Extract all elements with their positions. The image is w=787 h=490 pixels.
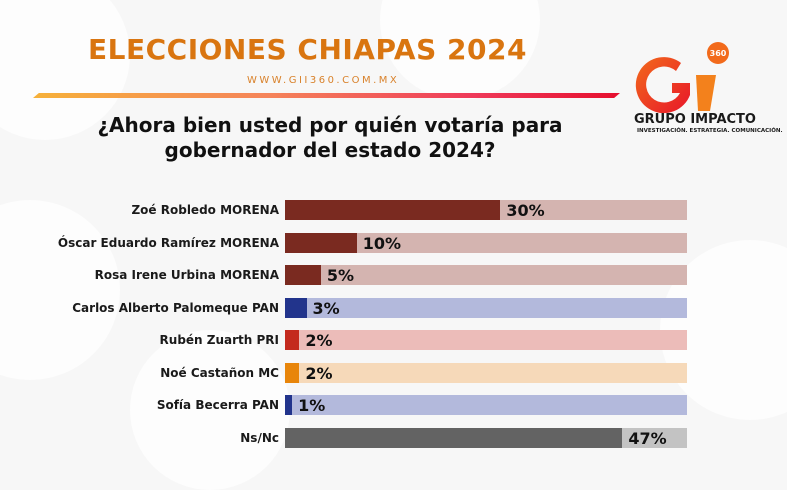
bar xyxy=(285,395,293,415)
bar xyxy=(285,330,300,350)
logo-badge xyxy=(707,42,729,64)
bar-row: Carlos Alberto Palomeque PAN 3% xyxy=(0,297,787,320)
bar-track: 3% xyxy=(285,297,687,318)
category-label: Óscar Eduardo Ramírez MORENA xyxy=(57,235,279,250)
bar xyxy=(285,297,307,318)
category-label: Zoé Robledo MORENA xyxy=(131,203,279,217)
logo-name: GRUPO IMPACTO xyxy=(634,112,756,127)
bar-track: 5% xyxy=(285,265,687,285)
category-label: Noé Castañon MC xyxy=(160,365,279,380)
bar xyxy=(285,362,300,383)
bar-row: Rubén Zuarth PRI 2% xyxy=(0,330,787,352)
value-label: 10% xyxy=(362,233,402,253)
background-circle xyxy=(130,330,290,490)
bar xyxy=(285,427,623,448)
category-label: Ns/Nc xyxy=(240,430,279,445)
bar-track: 1% xyxy=(285,395,687,415)
background-circle xyxy=(0,200,120,380)
page-title: ELECCIONES CHIAPAS 2024 xyxy=(88,33,527,66)
bar-track: 2% xyxy=(285,362,687,383)
category-label: Sofía Becerra PAN xyxy=(156,398,279,412)
logo-i-letter xyxy=(696,75,716,111)
logo-g-letter xyxy=(635,57,690,114)
value-label: 47% xyxy=(628,428,667,448)
category-label: Carlos Alberto Palomeque PAN xyxy=(72,300,279,315)
bar-track: 47% xyxy=(285,427,687,448)
bar-track: 30% xyxy=(285,200,687,220)
value-label: 3% xyxy=(312,298,340,318)
website-url: WWW.GII360.COM.MX xyxy=(247,75,400,86)
bar xyxy=(285,200,501,220)
chart-title: ¿Ahora bien usted por quién votaría para… xyxy=(97,113,563,162)
bar-track: 2% xyxy=(285,330,687,350)
value-label: 1% xyxy=(298,396,326,415)
value-label: 2% xyxy=(305,363,333,383)
bar xyxy=(285,265,321,285)
value-label: 5% xyxy=(326,266,355,285)
bar-row: Óscar Eduardo Ramírez MORENA 10% xyxy=(0,232,787,255)
value-label: 2% xyxy=(305,331,333,350)
grupo-impacto-logo: 360 xyxy=(635,42,729,114)
category-label: Rubén Zuarth PRI xyxy=(159,333,279,347)
gradient-divider xyxy=(33,93,620,98)
bar-track: 10% xyxy=(285,232,687,253)
category-label: Rosa Irene Urbina MORENA xyxy=(94,268,279,282)
bar-row: Noé Castañon MC 2% xyxy=(0,362,787,385)
bar-row: Zoé Robledo MORENA 30% xyxy=(0,200,787,222)
bar xyxy=(285,232,357,253)
logo-badge-text: 360 xyxy=(710,49,727,58)
value-label: 30% xyxy=(506,201,545,220)
logo-tagline: INVESTIGACIÓN. ESTRATEGIA. COMUNICACIÓN. xyxy=(637,128,783,134)
bar-row: Ns/Nc 47% xyxy=(0,427,787,450)
bar-row: Rosa Irene Urbina MORENA 5% xyxy=(0,265,787,287)
bar-row: Sofía Becerra PAN 1% xyxy=(0,395,787,417)
